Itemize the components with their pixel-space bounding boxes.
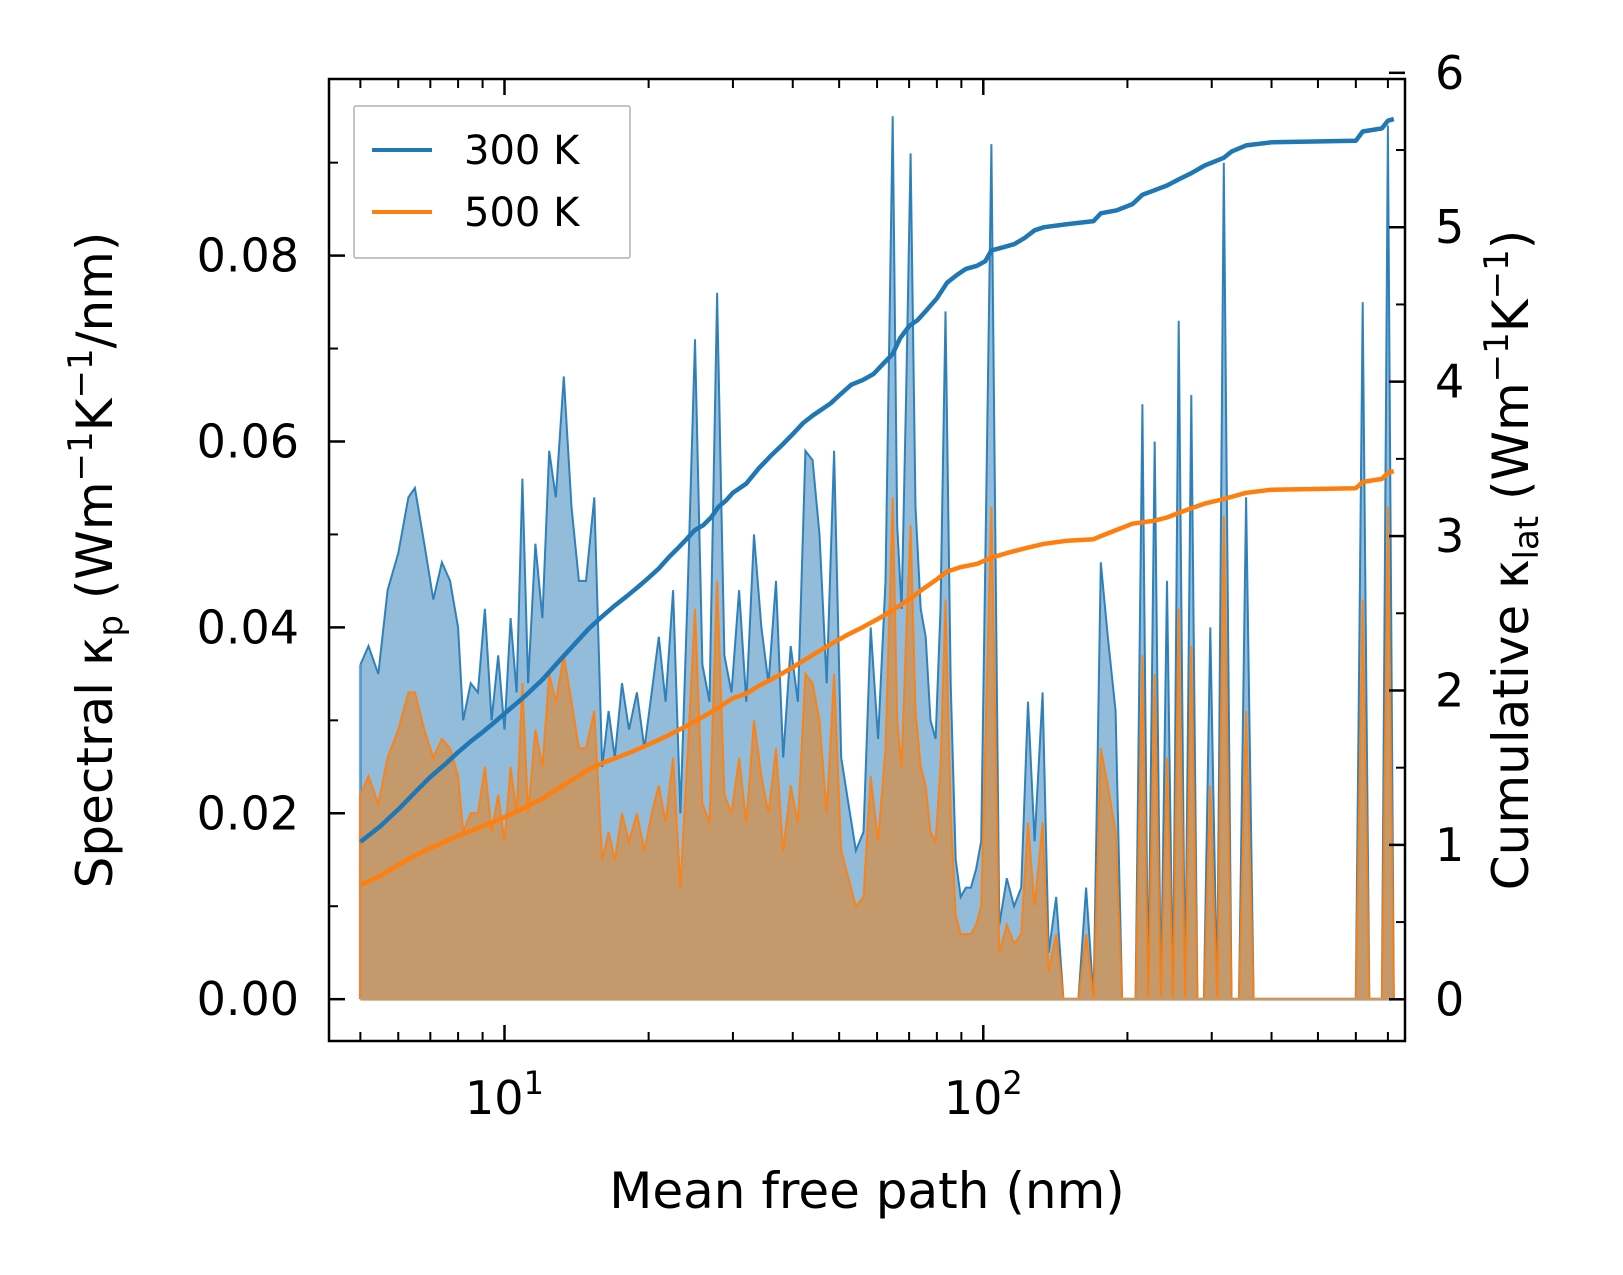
- ticks: [329, 71, 1405, 1041]
- left-y-axis-label: Spectral κp (Wm−1K−1/nm): [61, 232, 131, 889]
- right-y-tick-label: 6: [1435, 46, 1464, 100]
- legend-label-300k: 300 K: [464, 128, 581, 174]
- right-y-tick-label: 0: [1435, 972, 1464, 1026]
- x-tick-label: 101: [465, 1064, 544, 1125]
- right-y-axis-label: Cumulative κlat (Wm−1K−1): [1477, 230, 1547, 890]
- x-axis-label: Mean free path (nm): [609, 1162, 1125, 1220]
- plot-area: [358, 116, 1395, 1001]
- left-y-tick-label: 0.00: [197, 972, 299, 1026]
- legend-box: [353, 105, 631, 259]
- left-y-tick-label: 0.08: [197, 229, 299, 283]
- tick-labels: 101 102 0.00 0.02 0.04 0.06 0.08 0 1 2 3 4 5 6: [197, 46, 1465, 1125]
- x-tick-label: 102: [944, 1064, 1023, 1125]
- left-y-tick-label: 0.02: [197, 786, 299, 840]
- cumulative-line-500-k: [359, 469, 1395, 888]
- right-y-tick-label: 3: [1435, 509, 1464, 563]
- legend-label-500k: 500 K: [464, 190, 581, 236]
- right-y-tick-label: 5: [1435, 200, 1464, 254]
- cumulative-line-300-k: [359, 116, 1395, 844]
- legend: 300 K 500 K: [353, 105, 631, 259]
- right-y-tick-label: 1: [1435, 818, 1464, 872]
- axes-frame: [327, 77, 1407, 1043]
- right-y-tick-label: 2: [1435, 663, 1464, 717]
- area-300-k-spectral: [360, 116, 1394, 1000]
- left-y-tick-label: 0.06: [197, 414, 299, 468]
- left-y-tick-label: 0.04: [197, 600, 299, 654]
- area-500-k-spectral: [360, 497, 1394, 1000]
- right-y-tick-label: 4: [1435, 355, 1464, 409]
